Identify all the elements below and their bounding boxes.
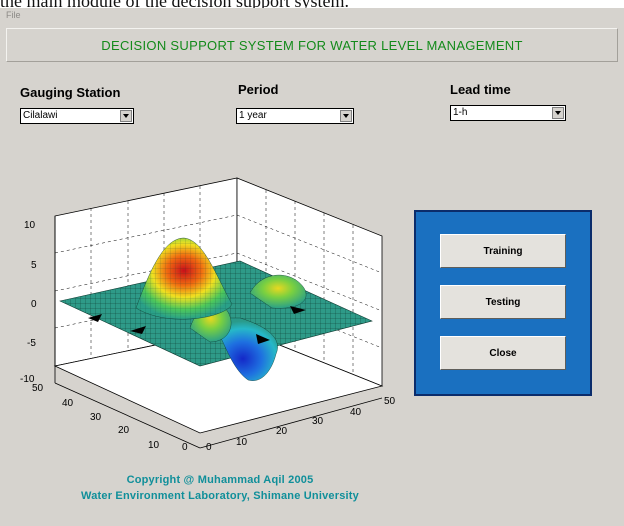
chevron-down-icon[interactable] xyxy=(552,107,564,119)
period-select-value: 1 year xyxy=(239,110,267,121)
x-tick-label: 10 xyxy=(236,437,248,448)
period-label: Period xyxy=(238,82,279,97)
y-tick-label: 30 xyxy=(90,412,102,423)
z-tick-label: -5 xyxy=(27,338,36,349)
chevron-down-icon[interactable] xyxy=(120,110,132,122)
action-panel: Training Testing Close xyxy=(414,210,592,396)
lead-time-label: Lead time xyxy=(450,82,511,97)
app-title-banner: DECISION SUPPORT SYSTEM FOR WATER LEVEL … xyxy=(6,28,618,62)
z-tick-label: 5 xyxy=(31,260,37,271)
close-button[interactable]: Close xyxy=(440,336,566,370)
training-button[interactable]: Training xyxy=(440,234,566,268)
lead-time-select[interactable]: 1-h xyxy=(450,105,566,121)
period-select[interactable]: 1 year xyxy=(236,108,354,124)
y-tick-label: 20 xyxy=(118,425,130,436)
copyright-line-2: Water Environment Laboratory, Shimane Un… xyxy=(81,490,359,502)
y-tick-label: 40 xyxy=(62,398,74,409)
testing-button[interactable]: Testing xyxy=(440,285,566,319)
x-tick-label: 50 xyxy=(384,396,396,407)
z-tick-label: -10 xyxy=(20,374,35,385)
lead-time-select-value: 1-h xyxy=(453,107,468,118)
menu-file[interactable]: File xyxy=(6,10,21,20)
x-tick-label: 30 xyxy=(312,416,324,427)
station-select-value: Cilalawi xyxy=(23,110,58,121)
x-tick-label: 20 xyxy=(276,426,288,437)
figure-caption: the main module of the decision support … xyxy=(0,0,349,11)
surface-plot: 10 5 0 -5 -10 50 40 30 20 10 0 0 10 20 3… xyxy=(20,177,396,453)
copyright-line-1: Copyright @ Muhammad Aqil 2005 xyxy=(126,474,314,486)
y-tick-label: 50 xyxy=(32,383,44,394)
z-tick-label: 0 xyxy=(31,299,37,310)
x-tick-label: 40 xyxy=(350,407,362,418)
z-tick-label: 10 xyxy=(24,220,36,231)
x-tick-label: 0 xyxy=(206,442,212,453)
y-tick-label: 0 xyxy=(182,442,188,453)
chevron-down-icon[interactable] xyxy=(340,110,352,122)
app-window: File DECISION SUPPORT SYSTEM FOR WATER L… xyxy=(0,8,624,526)
station-select[interactable]: Cilalawi xyxy=(20,108,134,124)
station-label: Gauging Station xyxy=(20,85,121,100)
y-tick-label: 10 xyxy=(148,440,160,451)
